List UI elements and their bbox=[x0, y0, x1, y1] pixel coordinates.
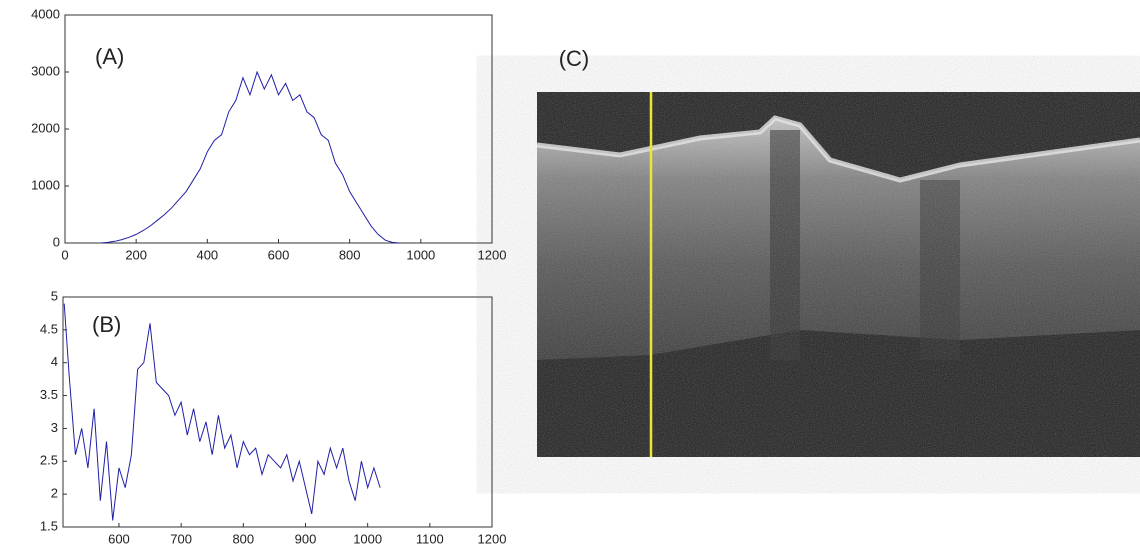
plot-frame bbox=[64, 14, 493, 244]
x-tick-label: 1000 bbox=[406, 247, 435, 262]
y-tick-label: 2000 bbox=[31, 120, 60, 135]
y-tick-label: 0 bbox=[53, 234, 60, 249]
x-tick-label: 700 bbox=[170, 531, 192, 546]
y-tick-label: 4 bbox=[51, 354, 58, 369]
y-tick-label: 3 bbox=[51, 420, 58, 435]
data-line bbox=[63, 303, 381, 521]
y-tick-label: 5 bbox=[51, 288, 58, 303]
x-tick-label: 800 bbox=[339, 247, 361, 262]
x-tick-label: 0 bbox=[61, 247, 68, 262]
x-tick-label: 1100 bbox=[416, 531, 444, 546]
y-tick-label: 3000 bbox=[31, 63, 60, 78]
y-tick-label: 1.5 bbox=[40, 518, 58, 533]
y-tick-label: 2 bbox=[51, 486, 58, 501]
oct-image bbox=[536, 92, 1140, 457]
y-tick-label: 4.5 bbox=[40, 321, 58, 336]
y-tick-label: 4000 bbox=[31, 6, 60, 21]
y-tick-label: 1000 bbox=[31, 177, 60, 192]
x-tick-label: 200 bbox=[125, 247, 147, 262]
x-tick-label: 600 bbox=[108, 531, 130, 546]
panel-label: (C) bbox=[559, 46, 590, 71]
x-tick-label: 600 bbox=[268, 247, 290, 262]
x-tick-label: 900 bbox=[295, 531, 317, 546]
panel-label: (B) bbox=[92, 312, 121, 337]
x-tick-label: 400 bbox=[196, 247, 218, 262]
panel-label: (A) bbox=[95, 44, 124, 69]
plot-frame bbox=[62, 296, 493, 528]
x-tick-label: 1000 bbox=[353, 531, 382, 546]
y-tick-label: 2.5 bbox=[40, 453, 58, 468]
x-tick-label: 1200 bbox=[478, 247, 507, 262]
data-line bbox=[100, 70, 400, 244]
x-tick-label: 1200 bbox=[478, 531, 507, 546]
x-tick-label: 800 bbox=[232, 531, 254, 546]
y-tick-label: 3.5 bbox=[40, 387, 58, 402]
